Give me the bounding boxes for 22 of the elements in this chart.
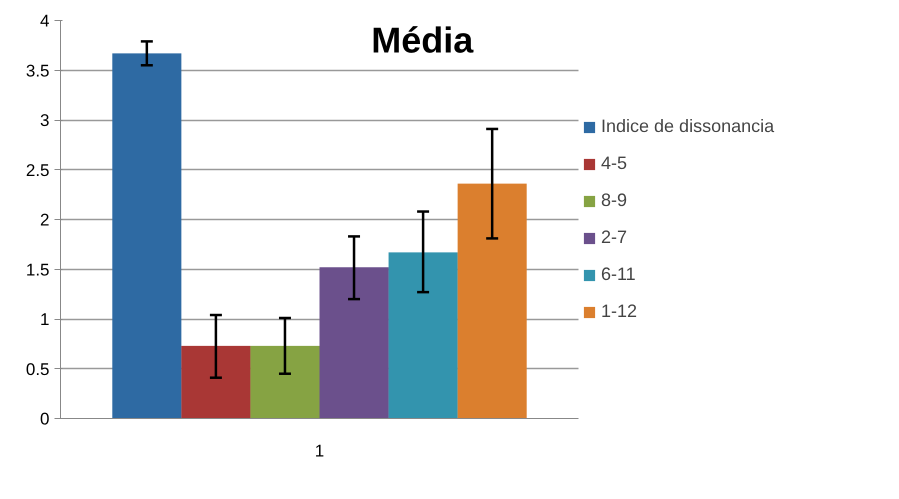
y-tick-label: 3.5 [26, 61, 50, 80]
legend-label: 6-11 [601, 264, 636, 285]
bar [320, 267, 389, 418]
y-tick-label: 1.5 [26, 260, 50, 280]
bar [181, 346, 250, 418]
y-tick-label: 3 [40, 111, 50, 130]
y-tick-label: 2.5 [26, 160, 50, 180]
bar [112, 53, 182, 418]
bar [388, 252, 458, 418]
bar [458, 184, 527, 418]
chart-title: Média [371, 19, 474, 60]
y-tick-label: 2 [40, 210, 50, 230]
y-tick-label: 4 [40, 12, 50, 30]
bar [250, 346, 320, 418]
y-tick-label: 0.5 [26, 360, 50, 379]
y-tick-label: 1 [40, 310, 50, 329]
legend-label: 8-9 [601, 190, 628, 211]
legend-label: Indice de dissonancia [601, 116, 774, 137]
legend-label: 4-5 [601, 153, 628, 174]
legend-label: 2-7 [601, 227, 628, 248]
y-tick-label: 0 [40, 410, 50, 428]
legend-label: 1-12 [601, 301, 638, 322]
